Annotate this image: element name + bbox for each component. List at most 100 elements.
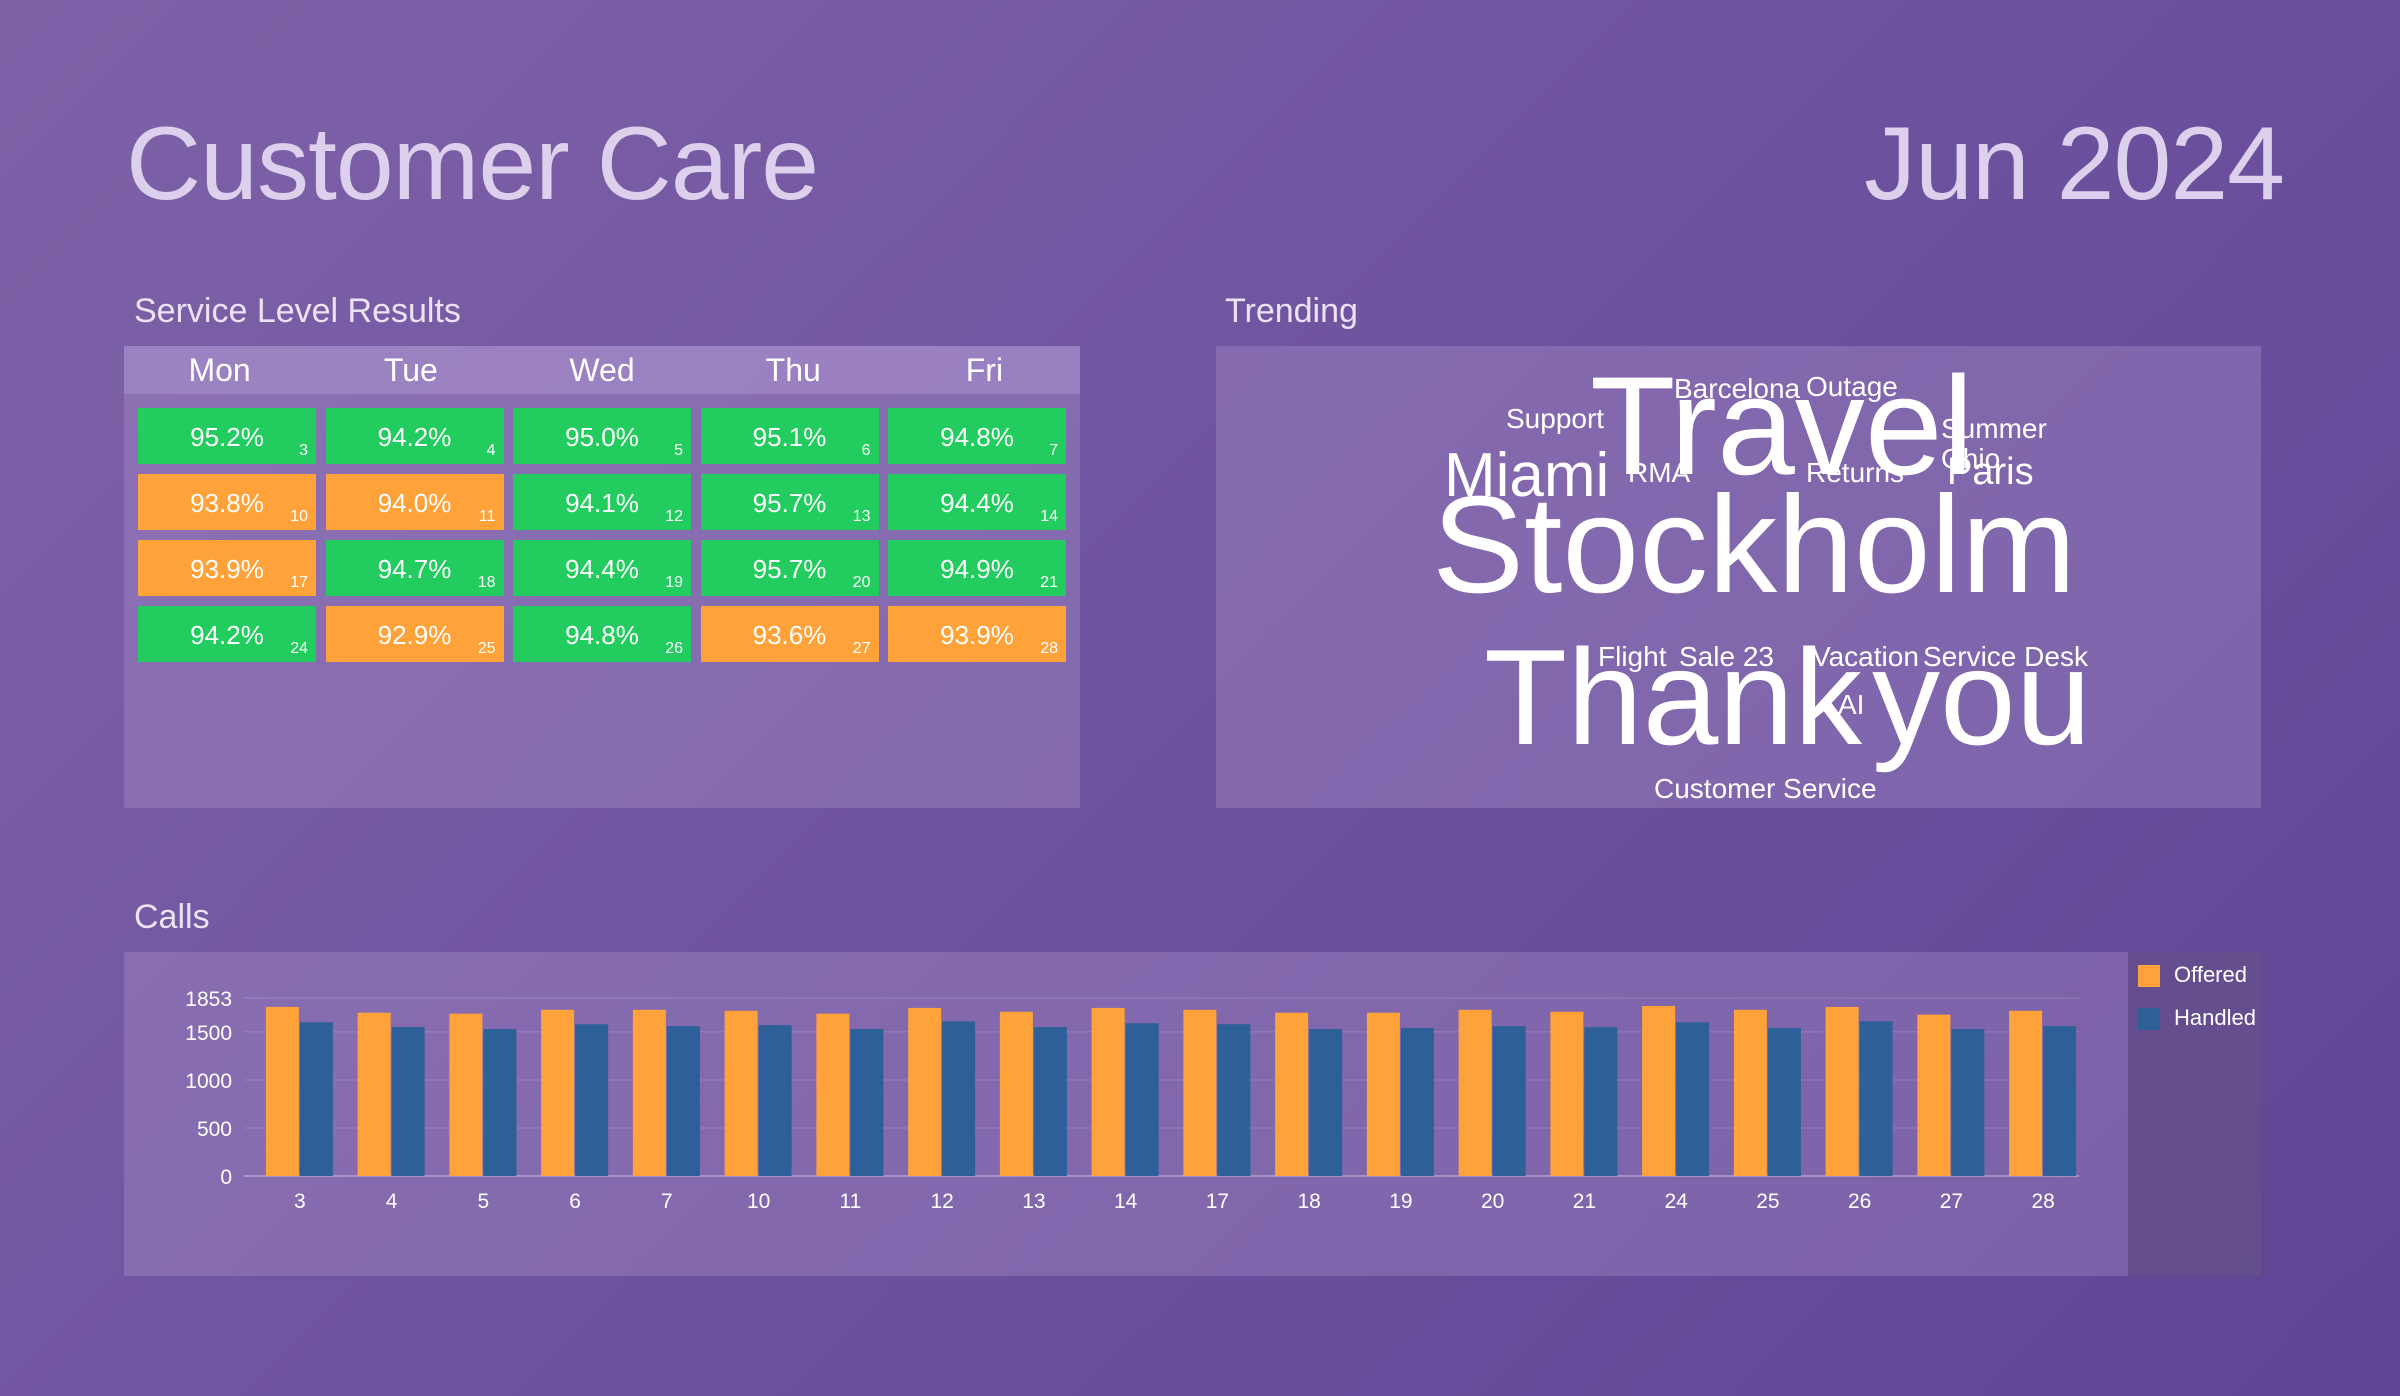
weekday-mon: Mon: [188, 352, 251, 388]
trending-label: Trending: [1225, 292, 1358, 330]
x-tick-label: 14: [1114, 1190, 1138, 1213]
bar-offered: [908, 1007, 942, 1176]
x-tick-label: 3: [294, 1190, 306, 1213]
service-level-cell: 94.4% 14: [888, 474, 1066, 530]
service-level-cell: 94.8% 7: [888, 408, 1066, 464]
service-level-value: 94.4%: [565, 554, 639, 584]
x-tick-label: 10: [747, 1190, 770, 1213]
x-tick-label: 25: [1756, 1190, 1779, 1213]
month-label: Jun 2024: [1864, 106, 2285, 222]
bar-handled: [1400, 1028, 1434, 1176]
trending-word: Service Desk: [1923, 641, 2089, 672]
day-number: 3: [299, 442, 308, 459]
bar-offered: [816, 1013, 850, 1176]
trending-word: Stockholm: [1432, 468, 2076, 622]
bar-offered: [541, 1009, 575, 1176]
day-number: 28: [1040, 640, 1058, 657]
bar-handled: [1125, 1023, 1159, 1176]
bar-offered: [2009, 1010, 2043, 1176]
bar-handled: [666, 1026, 700, 1176]
trending-word: AI: [1838, 689, 1864, 720]
calls-legend: Offered Handled: [2128, 952, 2261, 1276]
y-tick-label: 1853: [185, 988, 232, 1011]
day-number: 27: [852, 640, 871, 657]
x-tick-label: 21: [1573, 1190, 1596, 1213]
service-level-value: 95.2%: [190, 422, 264, 452]
service-level-value: 94.7%: [377, 554, 452, 584]
bar-offered: [1458, 1009, 1492, 1176]
service-level-cell: 93.8% 10: [138, 474, 316, 530]
bar-offered: [1091, 1007, 1125, 1176]
service-level-value: 92.9%: [377, 620, 452, 650]
day-number: 25: [477, 640, 496, 657]
service-level-cell: 94.1% 12: [513, 474, 691, 530]
y-tick-label: 1000: [185, 1070, 232, 1093]
weekday-wed: Wed: [569, 352, 635, 388]
service-level-value: 94.2%: [377, 422, 452, 452]
day-number: 19: [665, 574, 683, 591]
day-number: 18: [477, 574, 496, 591]
service-level-value: 94.2%: [190, 620, 264, 650]
trending-word: Vacation: [1812, 641, 1919, 672]
trending-word: Sale 23: [1679, 641, 1774, 672]
bar-handled: [1033, 1027, 1067, 1176]
trending-word: Paris: [1947, 451, 2034, 493]
bar-handled: [1676, 1022, 1710, 1176]
day-number: 4: [486, 442, 496, 459]
day-number: 26: [665, 640, 683, 657]
service-level-cell: 95.0% 5: [513, 408, 691, 464]
service-level-cell: 94.8% 26: [513, 606, 691, 662]
day-number: 10: [290, 508, 308, 525]
bar-offered: [632, 1009, 666, 1176]
service-level-value: 95.7%: [752, 554, 827, 584]
service-level-value: 94.1%: [565, 488, 639, 518]
trending-word: Summer: [1941, 413, 2047, 444]
bar-handled: [1492, 1026, 1526, 1176]
bar-offered: [1825, 1006, 1859, 1176]
bar-handled: [850, 1029, 884, 1176]
service-level-value: 94.9%: [940, 554, 1014, 584]
calls-bar-chart: 0 500 1000 1500 1853 3 4 5 6 7 10 11 12 13 14 17 18 19 20 2…: [185, 988, 2079, 1213]
trending-word: Thank: [1484, 621, 1863, 773]
bar-handled: [575, 1024, 609, 1176]
bar-handled: [391, 1027, 425, 1176]
bar-handled: [1309, 1029, 1343, 1176]
service-level-cell: 93.6% 27: [700, 606, 879, 662]
day-number: 24: [290, 640, 308, 657]
legend-label: Handled: [2174, 1005, 2256, 1030]
service-level-value: 95.7%: [752, 488, 827, 518]
day-number: 21: [1040, 574, 1058, 591]
legend-item-handled: Handled: [2138, 1005, 2256, 1031]
x-tick-label: 18: [1297, 1190, 1320, 1213]
service-level-cell: 95.7% 20: [700, 540, 879, 596]
service-level-value: 93.9%: [940, 620, 1014, 650]
weekday-fri: Fri: [965, 352, 1004, 388]
legend-swatch: [2138, 965, 2160, 988]
day-number: 14: [1040, 508, 1058, 525]
service-level-cell: 94.4% 19: [513, 540, 691, 596]
bar-offered: [1917, 1014, 1951, 1176]
bar-handled: [1584, 1027, 1618, 1176]
day-number: 17: [290, 574, 308, 591]
bar-offered: [724, 1010, 758, 1176]
day-number: 12: [665, 508, 683, 525]
weekday-tue: Tue: [383, 352, 438, 388]
dashboard-title: Customer Care: [126, 106, 819, 222]
bar-offered: [1366, 1012, 1400, 1176]
trending-word: Travel: [1590, 347, 1974, 504]
service-level-panel: Mon Tue Wed Thu Fri 95.2% 3 94.2% 4 95.0% 5 95.1% 6…: [124, 346, 1080, 808]
x-tick-label: 26: [1848, 1190, 1871, 1213]
bar-handled: [299, 1022, 333, 1176]
service-level-cell: 93.9% 28: [888, 606, 1066, 662]
x-tick-label: 19: [1389, 1190, 1412, 1213]
bar-offered: [449, 1013, 483, 1176]
service-level-cell: 94.9% 21: [888, 540, 1066, 596]
bar-handled: [1767, 1028, 1801, 1176]
day-number: 13: [852, 508, 871, 525]
trending-word: Support: [1506, 403, 1604, 434]
legend-item-offered: Offered: [2138, 962, 2247, 988]
calls-panel: 0 500 1000 1500 1853 3 4 5 6 7 10 11 12 13 14 17 18 19 20 2…: [124, 952, 2261, 1276]
bar-handled: [2043, 1026, 2077, 1176]
x-tick-label: 12: [930, 1190, 953, 1213]
trending-word: RMA: [1628, 457, 1691, 488]
